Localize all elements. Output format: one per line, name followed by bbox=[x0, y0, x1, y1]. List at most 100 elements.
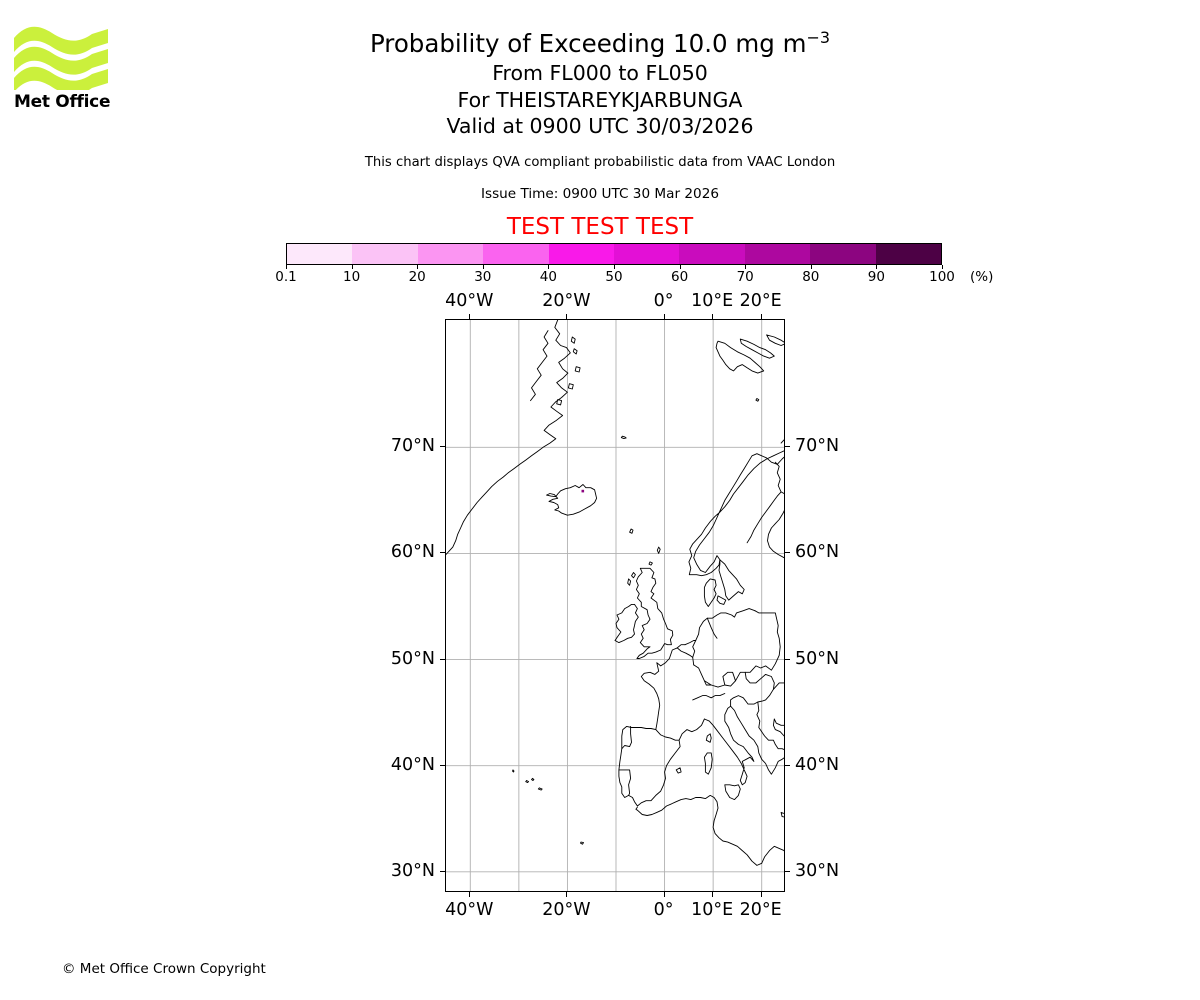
coastline-path bbox=[618, 769, 632, 796]
coastline-path bbox=[676, 647, 694, 658]
logo-wave-2 bbox=[14, 46, 108, 75]
lat-tick-left-40°N bbox=[440, 764, 445, 766]
coastline-path bbox=[688, 450, 784, 577]
coastline-path bbox=[716, 595, 727, 605]
colorbar-segment-1 bbox=[352, 244, 418, 264]
colorbar-label-30: 30 bbox=[474, 269, 492, 285]
lat-tick-left-50°N bbox=[440, 658, 445, 660]
lon-label-top-10°E: 10°E bbox=[691, 291, 734, 311]
lon-label-bottom-40°W: 40°W bbox=[445, 900, 494, 920]
colorbar-tick-7 bbox=[745, 265, 747, 269]
map-frame bbox=[445, 319, 785, 892]
colorbar-unit-label: (%) bbox=[970, 269, 994, 285]
coastline-path bbox=[446, 320, 571, 555]
coastline-path bbox=[574, 366, 581, 373]
lat-label-left-40°N: 40°N bbox=[390, 754, 435, 775]
test-banner: TEST TEST TEST bbox=[506, 213, 694, 240]
colorbar-tick-labels: 0.1 10 20 30 40 50 60 70 80 90 100 bbox=[275, 269, 955, 287]
colorbar-label-60: 60 bbox=[671, 269, 689, 285]
colorbar-gradient bbox=[286, 243, 942, 265]
lat-label-right-30°N: 30°N bbox=[795, 860, 840, 881]
lat-label-right-70°N: 70°N bbox=[795, 436, 840, 457]
colorbar-tick-3 bbox=[482, 265, 484, 269]
met-office-logo-text: Met Office bbox=[14, 92, 111, 112]
colorbar-segment-0 bbox=[287, 244, 353, 264]
chart-header: Probability of Exceeding 10.0 mg m−3 Fro… bbox=[0, 0, 1200, 241]
logo-wave-3 bbox=[14, 66, 108, 90]
lat-label-left-60°N: 60°N bbox=[390, 542, 435, 563]
coastline-path bbox=[780, 811, 784, 818]
colorbar-tick-1 bbox=[351, 265, 353, 269]
coastline-path bbox=[692, 608, 756, 666]
colorbar-tick-4 bbox=[548, 265, 550, 269]
colorbar-segment-4 bbox=[548, 244, 615, 264]
coastline-path bbox=[766, 334, 784, 346]
lon-label-bottom-0°: 0° bbox=[653, 900, 674, 920]
lon-tick-bottom-20°W bbox=[566, 892, 568, 897]
colorbar-tick-8 bbox=[810, 265, 812, 269]
lon-tick-bottom-40°W bbox=[469, 892, 471, 897]
flight-level-subtitle: From FL000 to FL050 bbox=[492, 61, 708, 85]
colorbar-tick-0 bbox=[286, 265, 287, 269]
page-title-text: Probability of Exceeding 10.0 mg m bbox=[369, 29, 807, 58]
lat-tick-right-70°N bbox=[785, 446, 790, 448]
lat-tick-right-40°N bbox=[785, 764, 790, 766]
lat-tick-left-30°N bbox=[440, 870, 445, 872]
volcano-marker bbox=[581, 489, 585, 493]
coastline-path bbox=[631, 572, 636, 579]
coastline-path bbox=[635, 806, 638, 811]
lon-label-top-40°W: 40°W bbox=[445, 291, 494, 311]
coastline-path bbox=[614, 603, 639, 644]
colorbar-label-90: 90 bbox=[867, 269, 885, 285]
coastline-path bbox=[722, 671, 736, 686]
coastline-path bbox=[693, 610, 781, 688]
map-coastlines bbox=[446, 320, 784, 866]
coastline-path bbox=[703, 680, 712, 686]
colorbar-segment-6 bbox=[679, 244, 745, 264]
logo-wave-1 bbox=[14, 26, 108, 55]
lon-label-top-20°W: 20°W bbox=[542, 291, 591, 311]
coastline-path bbox=[780, 439, 784, 444]
lon-tick-bottom-20°E bbox=[760, 892, 762, 897]
lat-tick-right-50°N bbox=[785, 658, 790, 660]
lon-label-top-0°: 0° bbox=[653, 291, 674, 311]
coastline-path bbox=[675, 767, 682, 774]
issue-time: Issue Time: 0900 UTC 30 Mar 2026 bbox=[480, 185, 719, 202]
coastline-path bbox=[648, 561, 653, 566]
map-plot-area: 40°W 40°W 20°W 20°W 0° 0° 10°E 10°E 20°E 20°E 70°N… bbox=[391, 291, 839, 920]
lon-tick-top-0° bbox=[663, 314, 665, 319]
coastline-path bbox=[635, 567, 674, 659]
volcano-source-marker bbox=[581, 489, 585, 493]
coastline-path bbox=[620, 435, 627, 440]
data-source-note: This chart displays QVA compliant probab… bbox=[364, 154, 836, 170]
coastline-path bbox=[715, 340, 765, 374]
lon-label-top-20°E: 20°E bbox=[739, 291, 782, 311]
met-office-wave-icon bbox=[14, 26, 108, 90]
lon-label-bottom-20°W: 20°W bbox=[542, 900, 591, 920]
coastline-path bbox=[703, 752, 713, 775]
lat-label-left-70°N: 70°N bbox=[390, 436, 435, 457]
coastline-path bbox=[692, 693, 726, 701]
coastline-path bbox=[580, 841, 584, 845]
colorbar-label-10: 10 bbox=[343, 269, 361, 285]
lat-label-right-50°N: 50°N bbox=[795, 648, 840, 669]
coastline-path bbox=[655, 729, 680, 741]
copyright-notice: © Met Office Crown Copyright bbox=[62, 961, 266, 977]
colorbar-segment-8 bbox=[810, 244, 876, 264]
coastline-path bbox=[512, 769, 515, 773]
coastline-path bbox=[739, 338, 775, 359]
coastline-path bbox=[706, 617, 718, 639]
coastline-path bbox=[572, 348, 578, 355]
lon-tick-top-20°W bbox=[566, 314, 568, 319]
coastline-path bbox=[755, 398, 760, 402]
coastline-path bbox=[730, 705, 784, 775]
coastline-path bbox=[627, 578, 632, 586]
lat-tick-left-60°N bbox=[440, 552, 445, 554]
coastline-path bbox=[703, 705, 755, 786]
colorbar-label-40: 40 bbox=[539, 269, 557, 285]
coastline-path bbox=[570, 336, 576, 344]
lat-tick-right-60°N bbox=[785, 552, 790, 554]
coastline-path bbox=[531, 777, 535, 781]
colorbar-label-20: 20 bbox=[408, 269, 426, 285]
coastline-path bbox=[636, 794, 784, 866]
